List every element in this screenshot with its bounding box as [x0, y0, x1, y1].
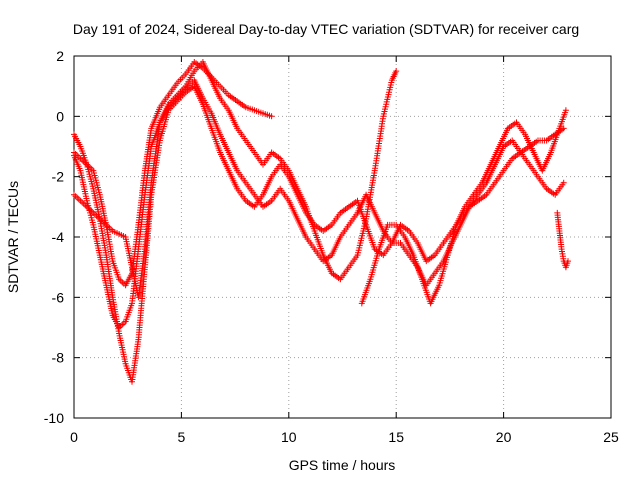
- x-tick-label: 10: [281, 429, 297, 445]
- y-tick-label: 2: [56, 48, 64, 64]
- x-tick-label: 0: [70, 429, 78, 445]
- data-markers: [71, 59, 400, 301]
- data-markers: [358, 107, 569, 307]
- series-day-2: [71, 59, 400, 301]
- axis-ticks: 0 5 10 15 20 25 -10 -8 -6 -4 -2 0 2: [44, 48, 619, 445]
- data-markers: [71, 59, 275, 289]
- y-tick-label: -4: [52, 229, 65, 245]
- y-axis-label: SDTVAR / TECUs: [5, 181, 21, 293]
- x-axis-label: GPS time / hours: [289, 457, 396, 473]
- data-series: [71, 59, 571, 385]
- y-tick-label: -10: [44, 410, 64, 426]
- y-tick-label: -8: [52, 350, 65, 366]
- x-tick-label: 15: [388, 429, 404, 445]
- series-day-6: [554, 209, 571, 271]
- y-tick-label: 0: [56, 108, 64, 124]
- data-markers: [71, 77, 567, 331]
- x-tick-label: 5: [178, 429, 186, 445]
- x-tick-label: 25: [603, 429, 619, 445]
- series-day-5: [358, 107, 569, 307]
- data-markers: [71, 83, 567, 385]
- x-tick-label: 20: [496, 429, 512, 445]
- data-markers: [554, 209, 571, 271]
- series-day-3: [71, 83, 567, 385]
- series-day-1: [71, 77, 567, 331]
- y-tick-label: -2: [52, 169, 65, 185]
- series-day-4: [71, 59, 275, 289]
- chart-title: Day 191 of 2024, Sidereal Day-to-day VTE…: [73, 21, 579, 37]
- y-tick-label: -6: [52, 289, 65, 305]
